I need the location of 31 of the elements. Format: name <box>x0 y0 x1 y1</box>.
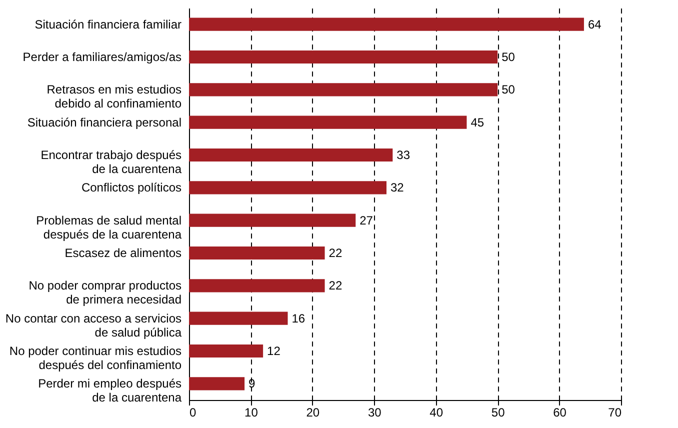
y-tick-label: Escasez de alimentos <box>64 246 182 260</box>
x-tick-label: 40 <box>430 406 444 420</box>
data-label: 33 <box>396 148 410 162</box>
data-label: 22 <box>328 246 342 260</box>
x-tick-label: 50 <box>491 406 506 420</box>
y-tick-label: Perder a familiares/amigos/as <box>22 50 182 64</box>
data-label: 16 <box>292 311 306 326</box>
data-label: 27 <box>360 213 374 228</box>
x-tick-label: 20 <box>306 406 320 420</box>
x-tick-label: 10 <box>244 406 258 420</box>
x-tick-label: 70 <box>608 406 622 420</box>
data-label: 50 <box>502 50 516 64</box>
y-tick-label: Retrasos en mis estudios debido al confinamiento <box>46 82 182 111</box>
data-label: 64 <box>588 17 602 32</box>
y-tick-label: No contar con acceso a servicios de salud pública <box>5 311 182 340</box>
x-tick-label: 0 <box>190 406 196 420</box>
data-label: 45 <box>470 115 484 130</box>
data-label: 50 <box>502 82 516 97</box>
x-tick-label: 30 <box>368 406 382 420</box>
data-label: 32 <box>390 180 404 195</box>
y-tick-label: Encontrar trabajo después de la cuarentena <box>40 148 182 176</box>
data-label: 22 <box>328 278 342 293</box>
y-tick-label: Problemas de salud mental después de la cuarentena <box>36 213 182 242</box>
y-tick-label: No poder continuar mis estudios después del confinamiento <box>9 344 182 372</box>
y-tick-label: No poder comprar productos de primera necesidad <box>28 278 182 307</box>
y-tick-label: Conflictos políticos <box>81 180 182 195</box>
y-tick-label: Situación financiera familiar <box>34 17 182 32</box>
data-label: 12 <box>267 344 281 358</box>
y-tick-label: Situación financiera personal <box>27 115 182 130</box>
y-tick-label: Perder mi empleo después de la cuarentena <box>38 376 182 405</box>
x-tick-label: 60 <box>553 406 567 420</box>
